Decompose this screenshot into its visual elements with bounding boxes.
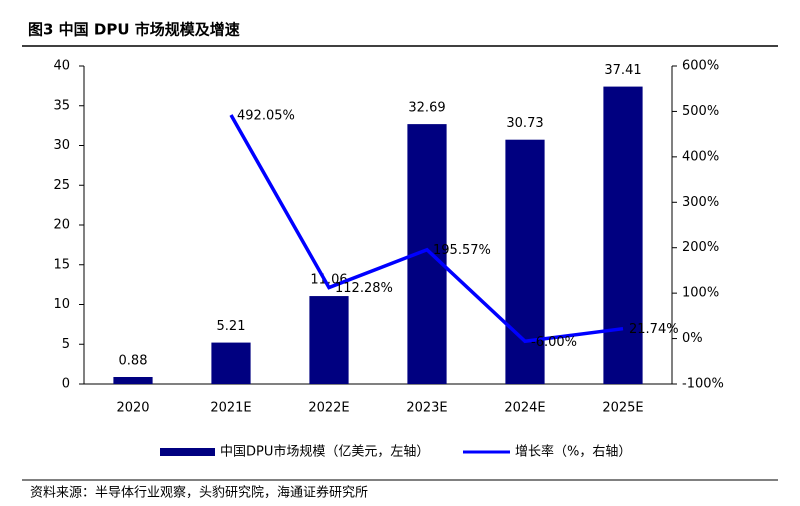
x-tick-label: 2023E: [406, 401, 447, 416]
y-tick-label: 40: [53, 59, 70, 74]
y2-tick-label: 400%: [682, 149, 719, 164]
line-label: 21.74%: [629, 322, 679, 337]
y2-tick-label: 500%: [682, 104, 719, 119]
line-label: -6.00%: [531, 335, 577, 350]
source: 资料来源：半导体行业观察，头豹研究院，海通证券研究所: [30, 485, 368, 501]
y-tick-label: 25: [53, 178, 70, 193]
y2-tick-label: 100%: [682, 286, 719, 301]
y-tick-label: 0: [62, 377, 70, 392]
legend-label: 中国DPU市场规模（亿美元，左轴）: [220, 444, 429, 460]
y2-tick-label: 300%: [682, 195, 719, 210]
x-tick-label: 2022E: [308, 401, 349, 416]
y-tick-label: 20: [53, 218, 70, 233]
bar: [211, 342, 251, 384]
bar-label: 32.69: [408, 101, 445, 116]
x-tick-label: 2025E: [602, 401, 643, 416]
x-tick-label: 2024E: [504, 401, 545, 416]
line-label: 112.28%: [335, 281, 393, 296]
bar: [505, 139, 545, 384]
y2-tick-label: -100%: [682, 377, 724, 392]
y2-tick-label: 0%: [682, 331, 703, 346]
x-tick-label: 2020: [116, 401, 149, 416]
line: [229, 114, 624, 344]
line-label: 195.57%: [433, 243, 491, 258]
chart-title: 图3 中国 DPU 市场规模及增速: [28, 21, 240, 39]
legend-label: 增长率（%，右轴）: [515, 444, 631, 460]
bar-label: 37.41: [604, 63, 641, 78]
bar: [113, 377, 153, 384]
x-tick-label: 2021E: [210, 401, 251, 416]
y-tick-label: 35: [53, 98, 70, 113]
y-tick-label: 5: [62, 337, 70, 352]
bar: [603, 86, 643, 384]
bar-label: 30.73: [506, 116, 543, 131]
y2-tick-label: 600%: [682, 59, 719, 74]
y-tick-label: 15: [53, 257, 70, 272]
y2-tick-label: 200%: [682, 240, 719, 255]
y-tick-label: 30: [53, 138, 70, 153]
y-tick-label: 10: [53, 297, 70, 312]
line-label: 492.05%: [237, 109, 295, 124]
legend-swatch: [160, 448, 215, 456]
bar-label: 5.21: [217, 319, 246, 334]
bar-label: 0.88: [119, 354, 148, 369]
bar: [309, 296, 349, 384]
